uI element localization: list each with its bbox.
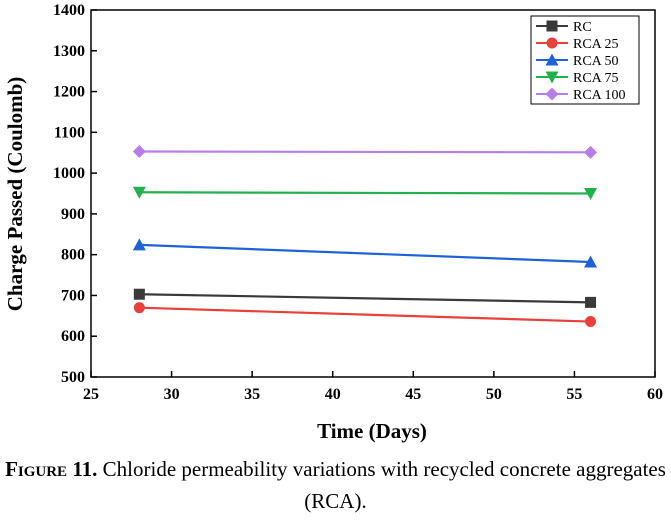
data-point bbox=[585, 316, 597, 328]
y-tick-label: 600 bbox=[61, 328, 85, 345]
y-tick-label: 500 bbox=[61, 369, 85, 386]
series-line-3 bbox=[139, 191, 591, 195]
legend-marker bbox=[545, 71, 559, 84]
x-axis-title: Time (Days) bbox=[317, 419, 427, 443]
data-point bbox=[132, 238, 146, 251]
y-tick-label: 1200 bbox=[53, 84, 85, 101]
y-axis-title: Charge Passed (Coulomb) bbox=[3, 77, 27, 312]
series-line-1 bbox=[139, 306, 591, 323]
y-tick-label: 1400 bbox=[53, 2, 85, 19]
y-tick-label: 1000 bbox=[53, 165, 85, 182]
legend-marker bbox=[546, 20, 558, 32]
series-line-2 bbox=[139, 243, 591, 264]
x-tick-label: 55 bbox=[566, 386, 582, 403]
legend-label: RCA 75 bbox=[573, 71, 619, 86]
x-tick-label: 40 bbox=[325, 386, 341, 403]
legend-label: RCA 50 bbox=[573, 54, 619, 69]
legend-label: RCA 25 bbox=[573, 37, 619, 52]
figure-label: Figure 11. bbox=[5, 457, 98, 481]
chart: 25 30 35 40 45 50 55 60 500 600 700 800 900 1000 1100 1… bbox=[3, 2, 663, 443]
y-tick-label: 700 bbox=[61, 287, 85, 304]
figure-caption-text: Chloride permeability variations with re… bbox=[97, 457, 666, 513]
y-tick-label: 1300 bbox=[53, 43, 85, 60]
legend-marker bbox=[546, 37, 558, 49]
legend-label: RC bbox=[573, 20, 592, 35]
data-point bbox=[132, 144, 146, 158]
series-line-4 bbox=[139, 150, 591, 154]
legend-marker bbox=[545, 87, 559, 101]
data-point bbox=[585, 296, 597, 308]
figure-caption: Figure 11. Chloride permeability variati… bbox=[0, 453, 671, 517]
x-tick-label: 30 bbox=[164, 386, 180, 403]
x-tick-label: 25 bbox=[83, 386, 99, 403]
x-tick-label: 45 bbox=[405, 386, 421, 403]
x-tick-label: 50 bbox=[486, 386, 502, 403]
y-tick-label: 900 bbox=[61, 206, 85, 223]
data-point bbox=[133, 302, 145, 314]
data-point bbox=[133, 288, 145, 300]
legend-marker bbox=[545, 53, 559, 66]
x-tick-label: 60 bbox=[647, 386, 663, 403]
data-point bbox=[584, 255, 598, 268]
legend-label: RCA 100 bbox=[573, 88, 626, 103]
data-point bbox=[584, 188, 598, 200]
data-point bbox=[132, 186, 146, 199]
x-tick-label: 35 bbox=[244, 386, 260, 403]
y-tick-label: 1100 bbox=[54, 124, 85, 141]
series-line-0 bbox=[139, 293, 591, 304]
y-tick-label: 800 bbox=[61, 247, 85, 264]
data-point bbox=[584, 145, 598, 159]
plot-frame bbox=[90, 9, 656, 378]
